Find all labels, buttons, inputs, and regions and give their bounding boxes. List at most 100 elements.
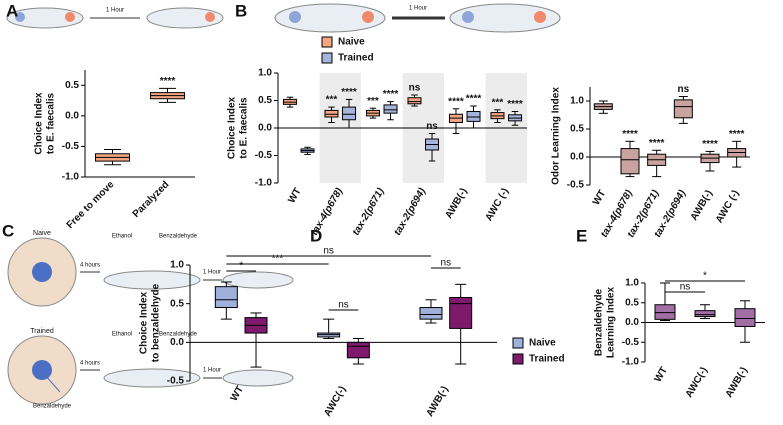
significance: ns: [338, 300, 349, 311]
significance: ****: [383, 89, 399, 100]
x-tick-label: tax-2(p671): [351, 186, 387, 238]
x-tick-label: WT: [653, 365, 670, 384]
x-tick-label: WT: [286, 186, 303, 205]
x-tick-label: AWC(-): [322, 384, 348, 418]
significance: ****: [622, 129, 638, 140]
box: [734, 308, 756, 327]
y-tick-label: -1.0: [62, 172, 80, 183]
y-axis-label: to E. faecalis: [46, 92, 57, 154]
y-tick-label: 0.5: [570, 124, 584, 135]
odor: Benzaldehyde: [33, 404, 72, 410]
time: 1 Hour: [203, 368, 221, 374]
legend-label: Trained: [338, 53, 374, 64]
significance: ****: [160, 76, 176, 87]
significance: ns: [441, 258, 452, 269]
box: [654, 304, 676, 320]
y-axis-label: Learning Index: [606, 287, 617, 359]
odor: Ethanol: [112, 234, 132, 240]
group: Naive: [33, 230, 51, 237]
panel-label: D: [310, 226, 322, 245]
significance: ns: [426, 121, 438, 132]
y-tick-label: 0.0: [258, 123, 272, 134]
y-tick-label: 0.5: [170, 298, 184, 309]
y-tick-label: 1.0: [570, 96, 584, 107]
y-tick-label: -0.5: [622, 337, 640, 348]
y-axis-label: Choice Index: [139, 291, 150, 354]
odor: Benzaldehyde: [159, 332, 198, 338]
box: [324, 109, 339, 118]
group: Trained: [30, 328, 54, 335]
y-tick-label: 0.0: [625, 317, 639, 328]
x-tick-label: tax-2(p694): [392, 186, 428, 238]
significance: ***: [367, 96, 379, 107]
significance: *: [239, 261, 243, 272]
time: 4 hours: [80, 263, 100, 269]
significance: ****: [507, 99, 523, 110]
significance: ***: [492, 97, 504, 108]
significance: ***: [326, 95, 338, 106]
legend-label: Trained: [529, 354, 565, 365]
y-tick-label: 0.0: [170, 337, 184, 348]
x-tick-label: AWC (-): [484, 186, 512, 223]
y-axis-label: to E. faecalis: [239, 97, 250, 159]
y-tick-label: 0.0: [65, 110, 79, 121]
significance: ns: [409, 83, 421, 94]
x-tick-label: tax-4(p678): [309, 186, 345, 238]
box: [620, 148, 640, 175]
box: [694, 310, 716, 318]
significance: ****: [649, 138, 665, 149]
box: [673, 99, 693, 119]
y-tick-label: -0.5: [62, 141, 80, 152]
y-tick-label: 0.0: [570, 152, 584, 163]
y-tick-label: -0.5: [255, 150, 273, 161]
box: [419, 307, 443, 320]
significance: ns: [677, 84, 689, 95]
y-tick-label: 0.5: [65, 80, 79, 91]
y-tick-label: 1.0: [170, 260, 184, 271]
significance: ns: [680, 282, 691, 293]
time: 1 Hour: [106, 8, 124, 14]
significance: ****: [729, 129, 745, 140]
y-tick-label: 0.5: [625, 297, 639, 308]
y-axis-label: Choice Index: [34, 92, 45, 155]
panel-label: C: [2, 221, 14, 240]
box: [407, 97, 422, 105]
significance: ****: [341, 87, 357, 98]
y-axis-label: Odor Learning Index: [551, 87, 562, 185]
x-tick-label: AWB(-): [443, 186, 469, 220]
diagram-texts: 1 Hour 1 Hour Naive Trained 4 hours 4 ho…: [30, 6, 427, 410]
x-tick-label: AWC (-): [714, 188, 742, 225]
significance: ****: [702, 139, 718, 150]
y-tick-label: -0.5: [567, 180, 585, 191]
x-tick-label: Free to move: [65, 179, 117, 231]
y-axis-label: Choice Index: [227, 96, 238, 159]
legend-swatch: [512, 337, 524, 349]
diagram: [6, 3, 561, 405]
box: [466, 111, 481, 122]
x-tick-label: Paralyzed: [131, 179, 172, 220]
panel-label: E: [576, 226, 587, 245]
significance: ns: [323, 246, 334, 257]
x-tick-label: AWC(-): [684, 365, 710, 399]
y-tick-label: 0.5: [258, 95, 272, 106]
box: [342, 106, 357, 121]
odor: Benzaldehyde: [159, 234, 198, 240]
legend-swatch: [512, 353, 524, 365]
y-axis-label: Benzaldehyde: [594, 288, 605, 356]
box: [449, 296, 473, 329]
x-tick-label: AWB(-): [724, 365, 750, 399]
panel-label: B: [235, 1, 247, 20]
legend-swatch: [321, 36, 333, 48]
time: 1 Hour: [203, 270, 221, 276]
x-tick-label: WT: [229, 384, 246, 403]
significance: ****: [466, 94, 482, 105]
legend-swatch: [321, 52, 333, 64]
x-tick-label: AWB(-): [425, 384, 451, 418]
legend-label: Naive: [529, 338, 556, 349]
significance: ***: [272, 254, 284, 265]
box: [214, 286, 238, 309]
significance: ****: [448, 96, 464, 107]
y-axis-label: to benzaldehyde: [151, 283, 162, 362]
time: 1 Hour: [409, 6, 427, 12]
